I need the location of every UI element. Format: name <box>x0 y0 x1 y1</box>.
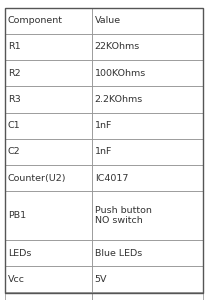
Bar <box>5 165 92 191</box>
Text: 1nF: 1nF <box>95 121 112 130</box>
Text: R2: R2 <box>8 69 20 78</box>
Text: 2.2KOhms: 2.2KOhms <box>95 95 143 104</box>
Bar <box>5 266 92 292</box>
Bar <box>5 292 92 300</box>
Text: C2: C2 <box>8 148 20 157</box>
Text: Value: Value <box>95 16 121 25</box>
Text: LEDs: LEDs <box>8 249 31 258</box>
Text: 100KOhms: 100KOhms <box>95 69 146 78</box>
Bar <box>92 165 203 191</box>
Text: 1nF: 1nF <box>95 148 112 157</box>
Bar <box>92 139 203 165</box>
Bar <box>5 86 92 112</box>
Text: PB1: PB1 <box>8 211 26 220</box>
Bar <box>92 8 203 34</box>
Bar <box>92 86 203 112</box>
Text: R3: R3 <box>8 95 20 104</box>
Bar <box>5 8 92 34</box>
Bar <box>92 34 203 60</box>
Text: Blue LEDs: Blue LEDs <box>95 249 142 258</box>
Bar <box>5 139 92 165</box>
Text: C1: C1 <box>8 121 20 130</box>
Bar <box>92 60 203 86</box>
Text: Push button
NO switch: Push button NO switch <box>95 206 151 225</box>
Bar <box>5 112 92 139</box>
Bar <box>5 34 92 60</box>
Bar <box>92 112 203 139</box>
Text: 22KOhms: 22KOhms <box>95 42 140 51</box>
Bar <box>92 191 203 240</box>
Text: 5V: 5V <box>95 275 107 284</box>
Bar <box>92 240 203 266</box>
Text: Component: Component <box>8 16 63 25</box>
Bar <box>5 191 92 240</box>
Bar <box>92 266 203 292</box>
Bar <box>5 60 92 86</box>
Text: IC4017: IC4017 <box>95 174 128 183</box>
Text: Vcc: Vcc <box>8 275 25 284</box>
Bar <box>5 240 92 266</box>
Text: R1: R1 <box>8 42 20 51</box>
Bar <box>92 292 203 300</box>
Text: Counter(U2): Counter(U2) <box>8 174 66 183</box>
